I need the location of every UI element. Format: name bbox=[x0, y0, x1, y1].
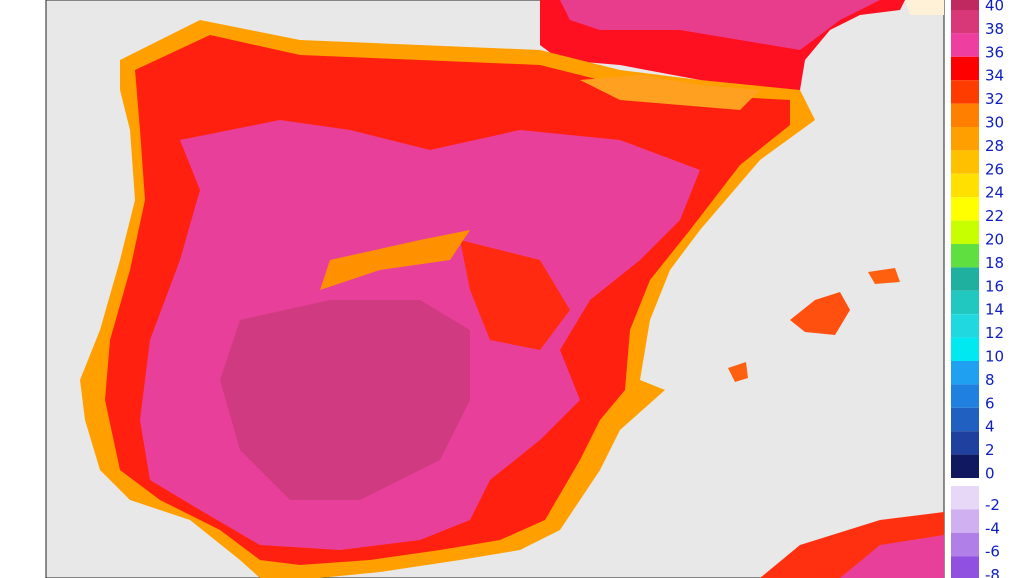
legend-swatch bbox=[951, 509, 979, 533]
legend-label: 40 bbox=[985, 0, 1004, 15]
legend-swatch bbox=[951, 197, 979, 221]
legend-swatch bbox=[951, 290, 979, 315]
legend-swatch bbox=[951, 267, 979, 291]
legend-label: 32 bbox=[985, 90, 1004, 108]
legend-label: 10 bbox=[985, 348, 1004, 366]
ibiza bbox=[728, 362, 748, 382]
legend-swatch bbox=[951, 80, 979, 104]
margin bbox=[0, 0, 46, 578]
africa-hot bbox=[840, 535, 944, 578]
legend-swatch bbox=[951, 0, 979, 10]
legend-swatch bbox=[951, 361, 979, 385]
legend-swatch bbox=[951, 486, 979, 510]
legend-label: 2 bbox=[985, 441, 995, 459]
legend-swatch bbox=[951, 556, 979, 578]
mallorca bbox=[790, 292, 850, 335]
legend-label: -8 bbox=[985, 566, 1000, 578]
legend-label: 38 bbox=[985, 20, 1004, 38]
legend-label: 28 bbox=[985, 137, 1004, 155]
legend-label: 8 bbox=[985, 371, 995, 389]
legend-swatch bbox=[951, 337, 979, 361]
legend-label: 16 bbox=[985, 277, 1004, 295]
legend-label: -6 bbox=[985, 543, 1000, 561]
legend-label: 4 bbox=[985, 418, 995, 436]
legend-label: 24 bbox=[985, 184, 1004, 202]
central-system bbox=[320, 230, 470, 290]
legend-swatch bbox=[951, 454, 979, 478]
legend-swatch bbox=[951, 314, 979, 338]
legend-label: 30 bbox=[985, 114, 1004, 132]
legend-swatch bbox=[951, 431, 979, 455]
legend-swatch bbox=[951, 384, 979, 408]
legend-label: 14 bbox=[985, 301, 1004, 319]
legend-label: 22 bbox=[985, 207, 1004, 225]
legend-label: 6 bbox=[985, 394, 995, 412]
legend-swatch bbox=[951, 56, 979, 81]
map-land bbox=[80, 0, 944, 578]
legend-label: -2 bbox=[985, 496, 1000, 514]
legend-swatch bbox=[951, 103, 979, 127]
legend-swatch bbox=[951, 33, 979, 57]
iberian-system bbox=[460, 240, 570, 350]
legend: 4038363432302826242220181614121086420-2-… bbox=[951, 0, 1004, 578]
legend-label: 18 bbox=[985, 254, 1004, 272]
legend-swatch bbox=[951, 10, 979, 34]
france-hot bbox=[560, 0, 880, 50]
legend-swatch bbox=[951, 244, 979, 268]
legend-swatch bbox=[951, 532, 979, 557]
legend-label: 0 bbox=[985, 465, 995, 483]
meseta bbox=[220, 300, 470, 500]
legend-swatch bbox=[951, 173, 979, 198]
legend-label: 26 bbox=[985, 160, 1004, 178]
legend-label: 36 bbox=[985, 43, 1004, 61]
legend-swatch bbox=[951, 127, 979, 151]
alps bbox=[905, 0, 944, 15]
legend-swatch bbox=[951, 220, 979, 244]
legend-swatch bbox=[951, 150, 979, 174]
pyrenees bbox=[580, 75, 760, 110]
legend-label: 20 bbox=[985, 231, 1004, 249]
legend-swatch bbox=[951, 407, 979, 432]
menorca bbox=[868, 268, 900, 284]
legend-label: 12 bbox=[985, 324, 1004, 342]
legend-label: -4 bbox=[985, 519, 1000, 537]
legend-label: 34 bbox=[985, 67, 1004, 85]
